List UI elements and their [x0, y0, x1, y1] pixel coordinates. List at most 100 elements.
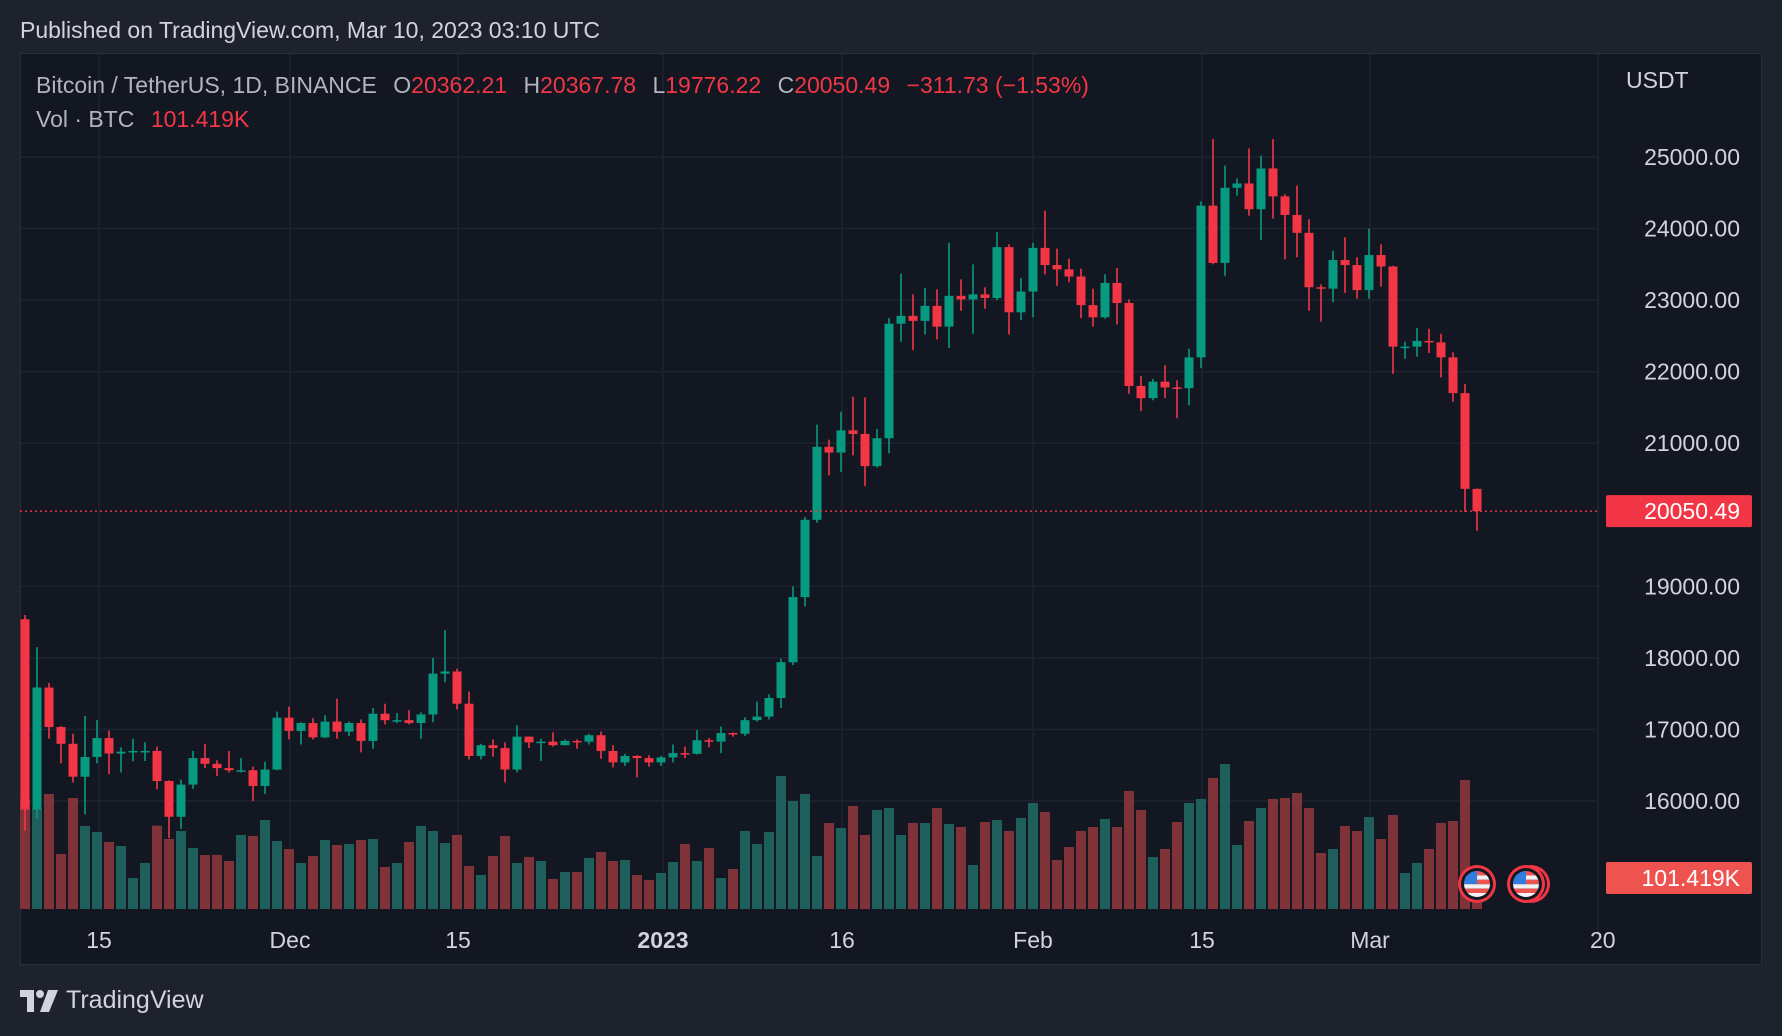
volume-bar: [20, 799, 30, 909]
volume-bar: [1304, 808, 1314, 909]
candle-body: [716, 733, 726, 742]
volume-bar: [536, 861, 546, 909]
volume-bar: [980, 822, 990, 909]
volume-bar: [1196, 799, 1206, 909]
candle-body: [944, 295, 954, 327]
candle-body: [308, 723, 318, 738]
logo-text: TradingView: [66, 986, 204, 1014]
candle-body: [272, 717, 282, 770]
candle-body: [368, 713, 378, 741]
candle-body: [1304, 232, 1314, 288]
candle: [1352, 257, 1362, 299]
candle: [716, 726, 726, 754]
candle-body: [752, 716, 762, 721]
currency-label: USDT: [1626, 67, 1689, 93]
candle: [920, 287, 930, 335]
candle: [536, 738, 546, 761]
candle: [1424, 328, 1434, 354]
candle-body: [1100, 282, 1110, 318]
us-flag-icon[interactable]: [1507, 865, 1545, 903]
candle-body: [920, 305, 930, 321]
candle: [512, 725, 522, 773]
candle: [680, 746, 690, 759]
candle: [1148, 378, 1158, 401]
candle: [1472, 488, 1482, 531]
last-price-badge: 20050.49: [1606, 495, 1752, 528]
volume-bar: [776, 776, 786, 909]
candle-body: [68, 743, 78, 777]
candle-body: [392, 720, 402, 722]
us-flag-icon[interactable]: [1458, 865, 1496, 903]
volume-bar: [512, 863, 522, 909]
volume-bar: [1220, 764, 1230, 909]
candle: [776, 658, 786, 709]
candle: [548, 732, 558, 747]
candle-body: [440, 671, 450, 674]
candle-body: [884, 323, 894, 439]
tradingview-logo[interactable]: TradingView: [20, 986, 204, 1015]
candle-body: [1232, 183, 1242, 188]
candle: [476, 743, 486, 760]
candle-body: [1388, 266, 1398, 347]
candle: [932, 289, 942, 340]
volume-bar: [128, 878, 138, 909]
candle-body: [1472, 488, 1482, 512]
volume-bar: [1148, 857, 1158, 909]
volume-bar: [1028, 803, 1038, 909]
candle: [692, 730, 702, 755]
volume-bar: [500, 836, 510, 909]
candle: [1160, 365, 1170, 399]
candle-body: [1196, 205, 1206, 358]
price-axis-labels: 25000.00 24000.00 23000.00 22000.00 21000.00…: [1644, 144, 1740, 814]
volume-bar: [1244, 821, 1254, 909]
candle-body: [92, 738, 102, 757]
volume-bar: [1136, 810, 1146, 909]
candle-body: [1052, 265, 1062, 270]
candle: [236, 758, 246, 773]
tradingview-logo-icon: [20, 989, 58, 1012]
candles: [20, 139, 1482, 839]
candle: [620, 753, 630, 766]
candle: [788, 586, 798, 666]
candle-body: [1040, 247, 1050, 266]
open-label: O: [393, 72, 412, 98]
volume-bar: [1076, 831, 1086, 909]
candle-body: [776, 662, 786, 698]
candle-body: [956, 295, 966, 300]
candle-body: [380, 713, 390, 721]
candle: [1412, 328, 1422, 357]
candle-body: [44, 687, 54, 728]
candle-body: [788, 597, 798, 663]
volume-bar: [752, 844, 762, 909]
volume-bar: [992, 820, 1002, 909]
candle-body: [1184, 357, 1194, 389]
candle: [1436, 333, 1446, 378]
symbol-name[interactable]: Bitcoin / TetherUS, 1D, BINANCE: [36, 72, 377, 98]
volume-bar: [104, 842, 114, 909]
volume-bar: [356, 840, 366, 909]
candle: [200, 743, 210, 769]
high-label: H: [523, 72, 541, 98]
volume-label[interactable]: Vol · BTC: [36, 106, 135, 132]
candle: [224, 750, 234, 773]
volume-bar: [464, 866, 474, 909]
candle: [608, 745, 618, 768]
close-value: 20050.49: [794, 72, 891, 98]
candle: [1064, 258, 1074, 283]
candle-body: [356, 723, 366, 741]
volume-bar: [1388, 815, 1398, 909]
candle-body: [20, 619, 30, 810]
svg-text:101.419K: 101.419K: [1642, 865, 1741, 891]
candle-body: [452, 671, 462, 704]
volume-bar: [680, 844, 690, 909]
volume-bar: [848, 806, 858, 909]
price-label: 25000.00: [1644, 144, 1740, 170]
candle-body: [740, 720, 750, 734]
candle-body: [980, 294, 990, 298]
candle-body: [656, 757, 666, 763]
volume-bar: [800, 794, 810, 909]
volume-bar: [476, 875, 486, 909]
time-label: 16: [829, 927, 855, 953]
candle-body: [992, 247, 1002, 298]
